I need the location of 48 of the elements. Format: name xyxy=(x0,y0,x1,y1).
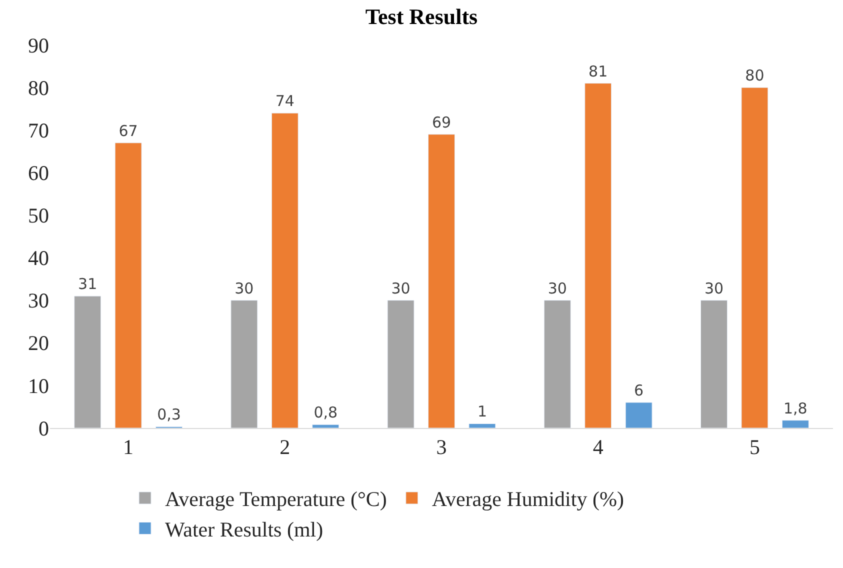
data-label: 30 xyxy=(704,279,724,298)
x-tick-label: 3 xyxy=(436,435,447,460)
x-tick-label: 2 xyxy=(280,435,290,460)
data-label: 30 xyxy=(548,279,567,298)
legend-label: Average Temperature (°C) xyxy=(165,487,387,512)
legend-label: Average Humidity (%) xyxy=(432,487,624,512)
bar xyxy=(428,134,455,428)
y-tick-label: 80 xyxy=(28,76,49,100)
data-label: 69 xyxy=(432,113,452,132)
bar xyxy=(230,300,258,428)
y-tick-label: 70 xyxy=(28,118,49,142)
data-label: 81 xyxy=(588,62,608,80)
bar xyxy=(544,300,571,428)
y-tick-label: 0 xyxy=(38,416,49,440)
legend-label: Water Results (ml) xyxy=(165,517,324,542)
x-tick-label: 4 xyxy=(592,435,604,460)
data-label: 30 xyxy=(391,279,410,298)
chart-title: Test Results xyxy=(365,4,478,29)
data-label: 1,8 xyxy=(783,399,808,418)
data-label: 0,3 xyxy=(157,406,181,424)
bar xyxy=(782,420,809,428)
x-tick-label: 1 xyxy=(123,435,134,460)
data-label: 1 xyxy=(477,402,487,421)
bar xyxy=(625,402,652,428)
bar xyxy=(468,423,496,428)
y-tick-label: 60 xyxy=(28,161,49,186)
data-label: 80 xyxy=(745,66,764,85)
bar xyxy=(271,112,298,428)
x-tick-label: 5 xyxy=(749,435,760,460)
data-label: 6 xyxy=(634,381,644,400)
bar xyxy=(114,142,142,428)
bar xyxy=(312,424,340,428)
y-tick-label: 20 xyxy=(28,331,49,356)
y-tick-label: 90 xyxy=(28,33,49,58)
data-label: 67 xyxy=(118,122,138,140)
y-tick-label: 30 xyxy=(28,288,49,313)
data-label: 31 xyxy=(78,275,98,294)
bar xyxy=(584,83,612,428)
y-tick-label: 50 xyxy=(28,204,49,228)
bar xyxy=(700,300,728,428)
bar xyxy=(387,300,414,428)
y-tick-label: 10 xyxy=(28,374,49,398)
data-label: 0,8 xyxy=(314,404,338,422)
data-label: 30 xyxy=(234,279,254,298)
data-label: 74 xyxy=(275,92,294,110)
bar xyxy=(74,296,102,428)
y-tick-label: 40 xyxy=(28,246,49,270)
bar xyxy=(741,87,768,428)
